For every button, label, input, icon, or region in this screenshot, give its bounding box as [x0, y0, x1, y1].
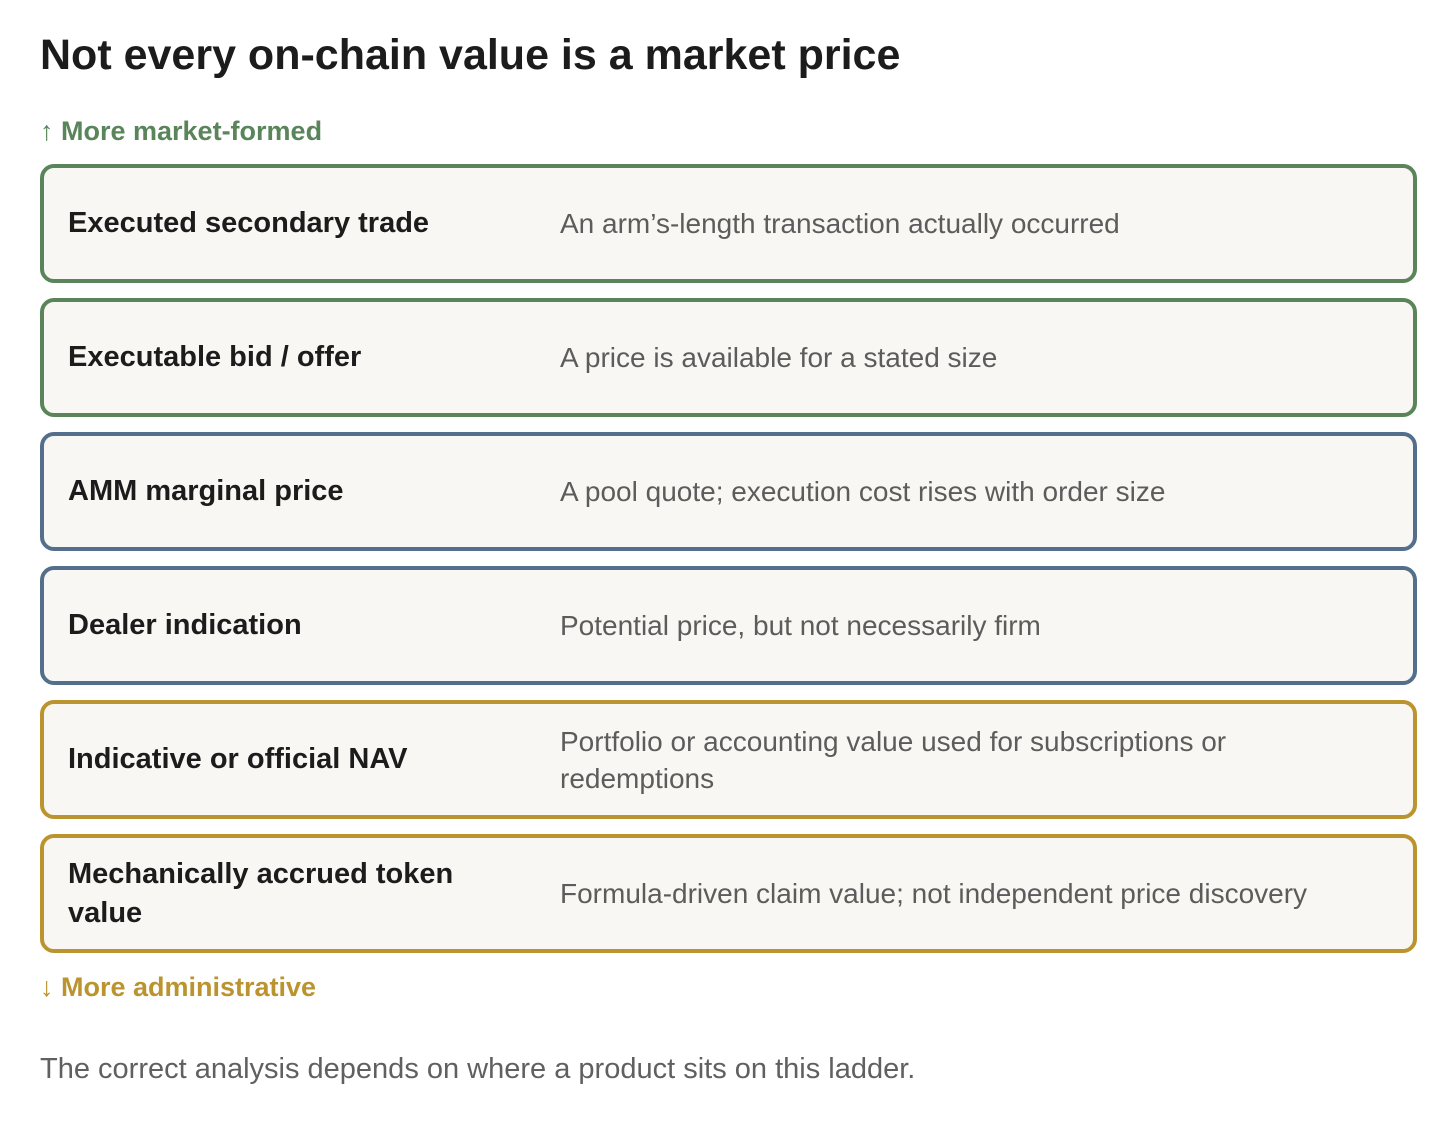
- ladder-rung: Dealer indication Potential price, but n…: [40, 566, 1417, 685]
- rung-label: Mechanically accrued token value: [68, 857, 454, 929]
- axis-bottom-label: ↓ More administrative: [40, 972, 317, 1002]
- rung-label: Executable bid / offer: [68, 341, 362, 373]
- rung-label: AMM marginal price: [68, 475, 344, 507]
- ladder-rung: Executed secondary trade An arm’s-length…: [40, 164, 1417, 283]
- footer-note: The correct analysis depends on where a …: [40, 1053, 916, 1085]
- axis-top-label: ↑ More market-formed: [40, 116, 323, 146]
- rung-description: A price is available for a stated size: [560, 342, 998, 373]
- rung-description: An arm’s-length transaction actually occ…: [560, 208, 1120, 239]
- page-title: Not every on-chain value is a market pri…: [40, 31, 901, 79]
- ladder-rung: Indicative or official NAV Portfolio or …: [40, 700, 1417, 819]
- rung-description: Formula-driven claim value; not independ…: [560, 878, 1308, 909]
- ladder-rung: AMM marginal price A pool quote; executi…: [40, 432, 1417, 551]
- rung-label: Indicative or official NAV: [68, 743, 408, 775]
- ladder-rung: Mechanically accrued token value Formula…: [40, 834, 1417, 953]
- rung-description: Portfolio or accounting value used for s…: [560, 725, 1227, 794]
- rung-label: Executed secondary trade: [68, 207, 430, 239]
- rung-description: A pool quote; execution cost rises with …: [560, 476, 1166, 507]
- rung-label: Dealer indication: [68, 609, 302, 641]
- ladder-rung: Executable bid / offer A price is availa…: [40, 298, 1417, 417]
- rung-description: Potential price, but not necessarily fir…: [560, 610, 1041, 641]
